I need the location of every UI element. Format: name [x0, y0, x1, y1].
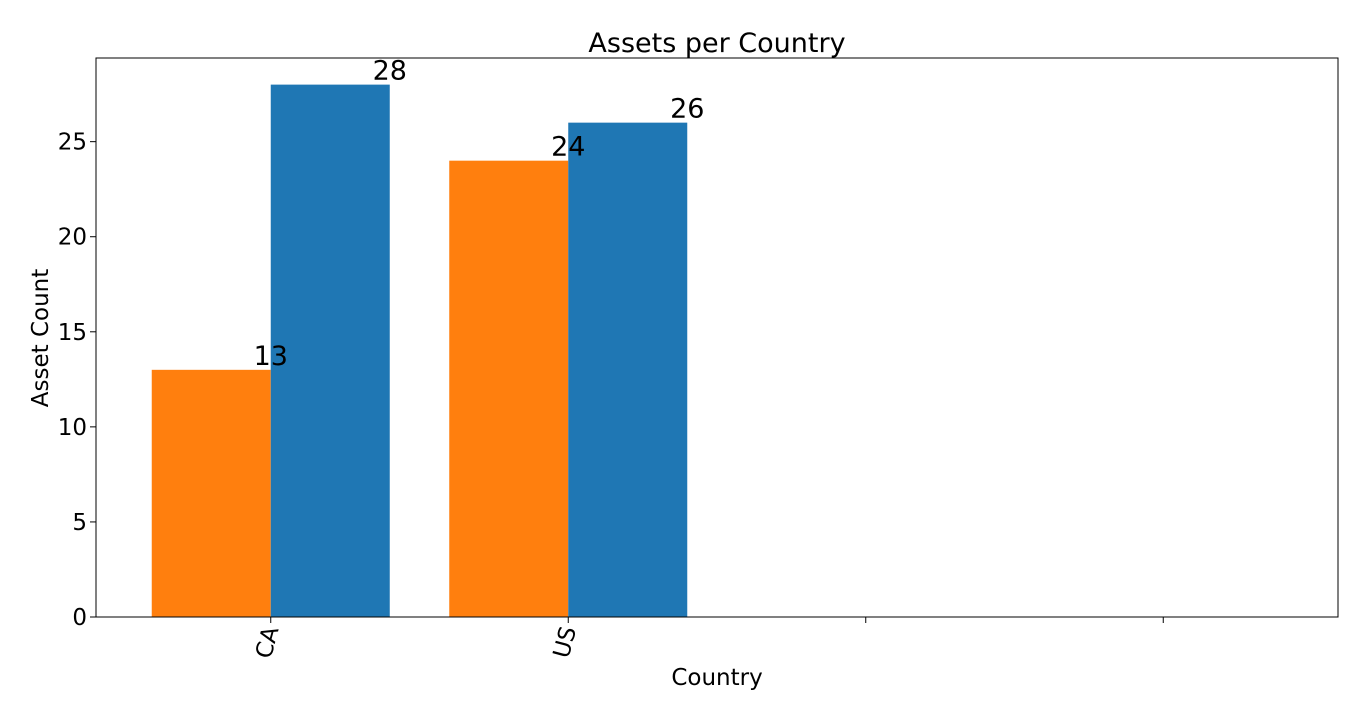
data-label: 26	[670, 94, 704, 125]
y-tick-label: 20	[58, 225, 87, 251]
bar-CA-series-0	[151, 369, 271, 617]
chart-title: Assets per Country	[588, 28, 845, 59]
bars-group	[151, 84, 688, 618]
y-axis-label: Asset Count	[28, 269, 54, 407]
y-tick-label: 5	[72, 510, 87, 536]
bar-US-series-0	[449, 160, 569, 617]
data-label: 28	[373, 56, 407, 87]
y-tick-label: 15	[58, 320, 87, 346]
bar-CA-series-1	[270, 84, 390, 618]
bar-US-series-1	[568, 122, 688, 618]
y-tick-label: 0	[72, 605, 87, 631]
value-labels-group: 13 28 24 26	[254, 56, 705, 372]
x-axis: CA US	[251, 617, 1164, 662]
x-tick-label: CA	[251, 624, 284, 662]
data-label: 24	[551, 132, 585, 163]
y-tick-label: 25	[58, 130, 87, 156]
data-label: 13	[254, 341, 288, 372]
y-tick-label: 10	[58, 415, 87, 441]
x-axis-label: Country	[671, 665, 762, 691]
x-tick-label: US	[549, 624, 582, 661]
plot-frame	[95, 57, 1339, 618]
y-axis: 0 5 10 15 20 25	[58, 130, 96, 631]
